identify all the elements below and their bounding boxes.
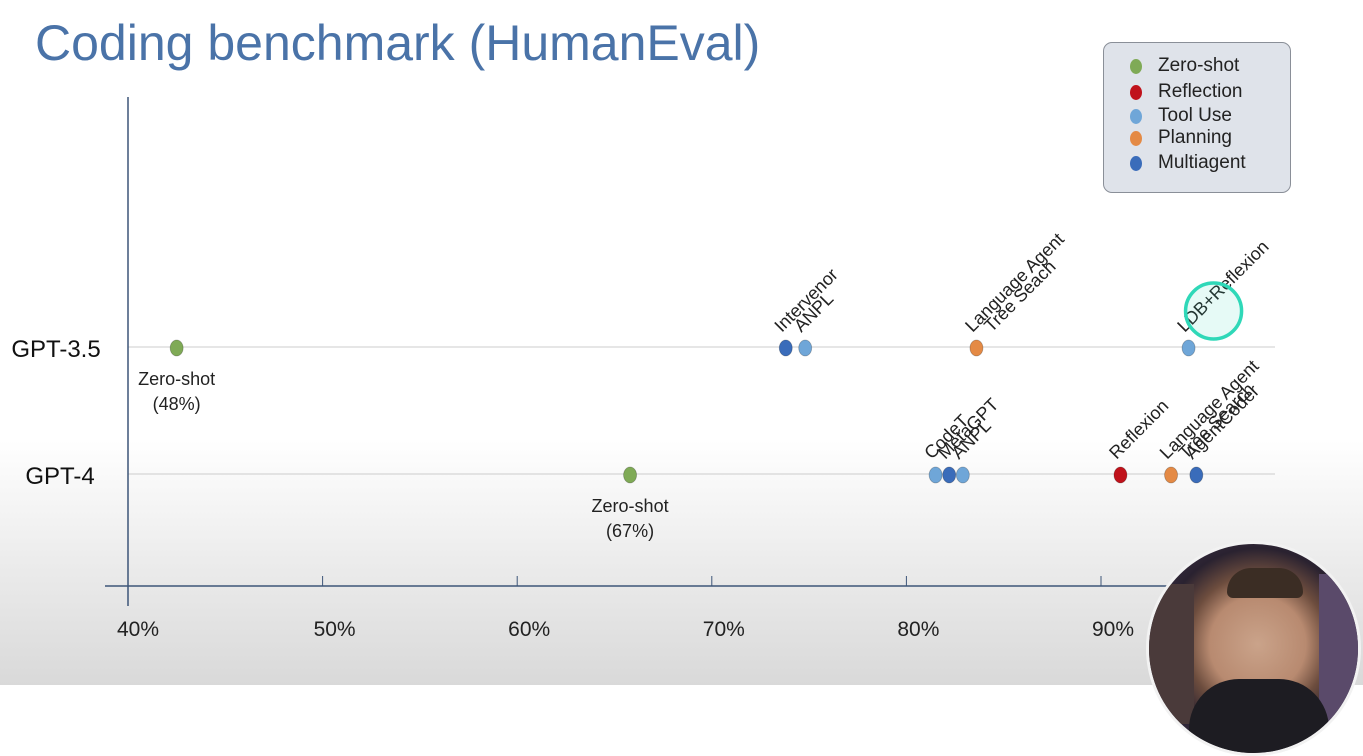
- legend-label-zero-shot: Zero-shot: [1158, 55, 1240, 76]
- x-tick-label: 50%: [314, 618, 356, 641]
- webcam-presenter-shirt: [1189, 679, 1329, 753]
- legend-item-reflection: Reflection: [1130, 81, 1243, 103]
- legend-item-multiagent: Multiagent: [1130, 152, 1246, 174]
- slide-title: Coding benchmark (HumanEval): [35, 15, 761, 71]
- webcam-overlay: [1146, 541, 1361, 756]
- point-label: Zero-shot: [592, 496, 669, 516]
- y-category-label: GPT-4: [25, 463, 94, 490]
- data-point-zero-shot: [623, 466, 637, 484]
- legend-swatch-planning: [1130, 130, 1142, 146]
- data-point-tool-use: [798, 339, 813, 357]
- legend-label-reflection: Reflection: [1158, 81, 1243, 102]
- legend-label-multiagent: Multiagent: [1158, 152, 1246, 173]
- y-category-label: GPT-3.5: [11, 336, 100, 363]
- legend-label-tool-use: Tool Use: [1158, 105, 1232, 126]
- chart-legend: Zero-shot Reflection Tool Use Planning M…: [1103, 42, 1291, 193]
- x-tick-label: 60%: [508, 618, 550, 641]
- data-point-zero-shot: [169, 339, 184, 357]
- data-point-planning: [969, 339, 984, 357]
- data-point-tool-use: [928, 466, 943, 484]
- point-label: (67%): [606, 521, 654, 541]
- highlight-circle: [1183, 281, 1244, 341]
- data-point-multiagent: [778, 339, 793, 357]
- webcam-background-right: [1319, 574, 1358, 724]
- legend-item-planning: Planning: [1130, 127, 1232, 149]
- x-tick-label: 90%: [1092, 618, 1134, 641]
- legend-label-planning: Planning: [1158, 127, 1232, 148]
- legend-swatch-reflection: [1130, 84, 1142, 100]
- x-tick-label: 80%: [897, 618, 939, 641]
- data-point-reflection: [1113, 466, 1128, 484]
- point-label: Language Agent: [961, 229, 1068, 336]
- legend-swatch-tool-use: [1130, 108, 1142, 124]
- x-tick-label: 70%: [703, 618, 745, 641]
- point-label: Zero-shot: [138, 369, 215, 389]
- legend-swatch-zero-shot: [1130, 58, 1142, 74]
- webcam-background-left: [1149, 584, 1194, 724]
- point-label: (48%): [153, 394, 201, 414]
- legend-item-tool-use: Tool Use: [1130, 105, 1232, 127]
- data-point-tool-use: [1181, 339, 1196, 357]
- x-tick-label: 40%: [117, 618, 159, 641]
- legend-item-zero-shot: Zero-shot: [1130, 55, 1239, 77]
- data-point-multiagent: [1189, 466, 1204, 484]
- data-point-multiagent: [942, 466, 957, 484]
- legend-swatch-multiagent: [1130, 155, 1142, 171]
- data-point-planning: [1164, 466, 1178, 484]
- data-point-tool-use: [955, 466, 970, 484]
- webcam-presenter-hair: [1227, 568, 1303, 598]
- scatter-chart: 40% 50% 60% 70% 80% 90% GPT-3.5 GPT-4 Zero-shot (…: [11, 97, 1275, 641]
